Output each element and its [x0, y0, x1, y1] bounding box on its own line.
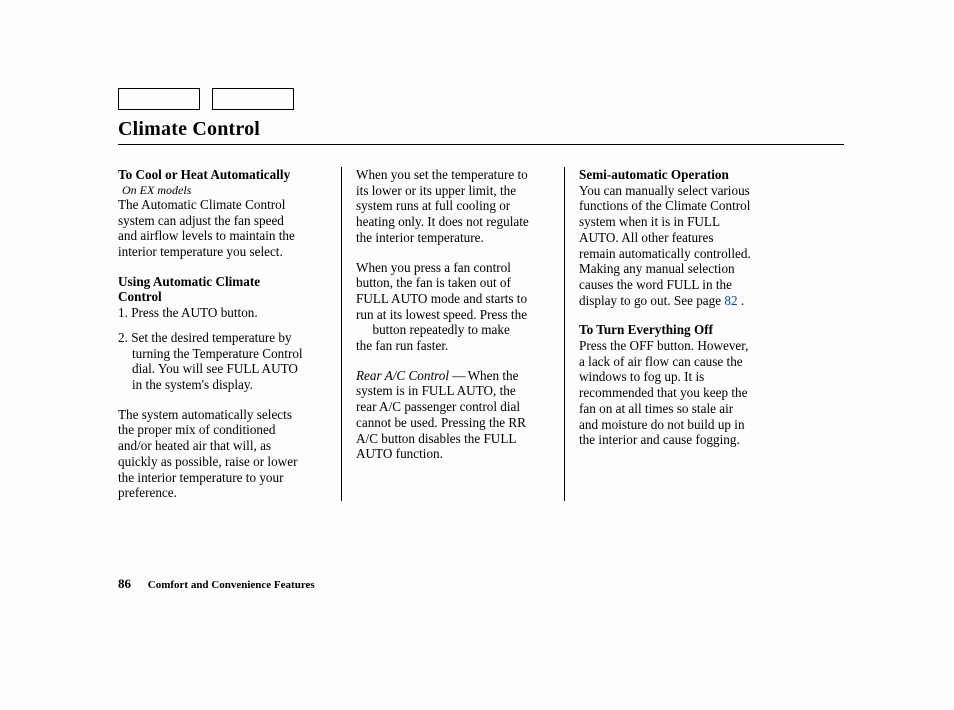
page-link[interactable]: 82 — [724, 293, 737, 308]
section-name: Comfort and Convenience Features — [148, 579, 315, 591]
heading-cool-heat: To Cool or Heat Automatically — [118, 167, 306, 183]
list-text: Press the AUTO button. — [131, 305, 258, 320]
paragraph: Press the OFF button. However, a lack of… — [579, 338, 752, 448]
paragraph: The Automatic Climate Control system can… — [118, 197, 306, 260]
column-3: Semi-automatic Operation You can manuall… — [564, 167, 764, 501]
dash: — — [452, 368, 464, 383]
heading-using-auto: Using Automatic Climate Control — [118, 274, 306, 305]
paragraph: The system automatically selects the pro… — [118, 407, 306, 501]
title-rule — [118, 144, 844, 145]
subhead-rear-ac: Rear A/C Control — [356, 368, 449, 383]
list-text: Set the desired temperature by turning t… — [131, 330, 302, 392]
heading-semi-auto: Semi-automatic Operation — [579, 167, 752, 183]
paragraph: When you set the temperature to its lowe… — [356, 167, 529, 246]
paragraph-text: . — [738, 293, 745, 308]
page-title: Climate Control — [118, 118, 844, 144]
paragraph: When you press a fan control button, the… — [356, 260, 529, 354]
header-box — [212, 88, 294, 110]
body-columns: To Cool or Heat Automatically On EX mode… — [118, 167, 844, 501]
page-number: 86 — [118, 576, 131, 591]
header-boxes — [118, 88, 844, 110]
subhead-ex-models: On EX models — [118, 183, 306, 197]
column-2: When you set the temperature to its lowe… — [341, 167, 541, 501]
list-number: 2. — [118, 330, 128, 345]
paragraph: Rear A/C Control — When the system is in… — [356, 368, 529, 462]
paragraph: You can manually select various function… — [579, 183, 752, 309]
page: Climate Control To Cool or Heat Automati… — [0, 0, 954, 710]
page-footer: 86 Comfort and Convenience Features — [118, 576, 315, 592]
paragraph-text: You can manually select various function… — [579, 183, 751, 308]
list-item: 2. Set the desired temperature by turnin… — [118, 330, 306, 393]
list-item: 1. Press the AUTO button. — [118, 305, 306, 321]
header-box — [118, 88, 200, 110]
heading-turn-off: To Turn Everything Off — [579, 322, 752, 338]
column-1: To Cool or Heat Automatically On EX mode… — [118, 167, 318, 501]
list-number: 1. — [118, 305, 128, 320]
